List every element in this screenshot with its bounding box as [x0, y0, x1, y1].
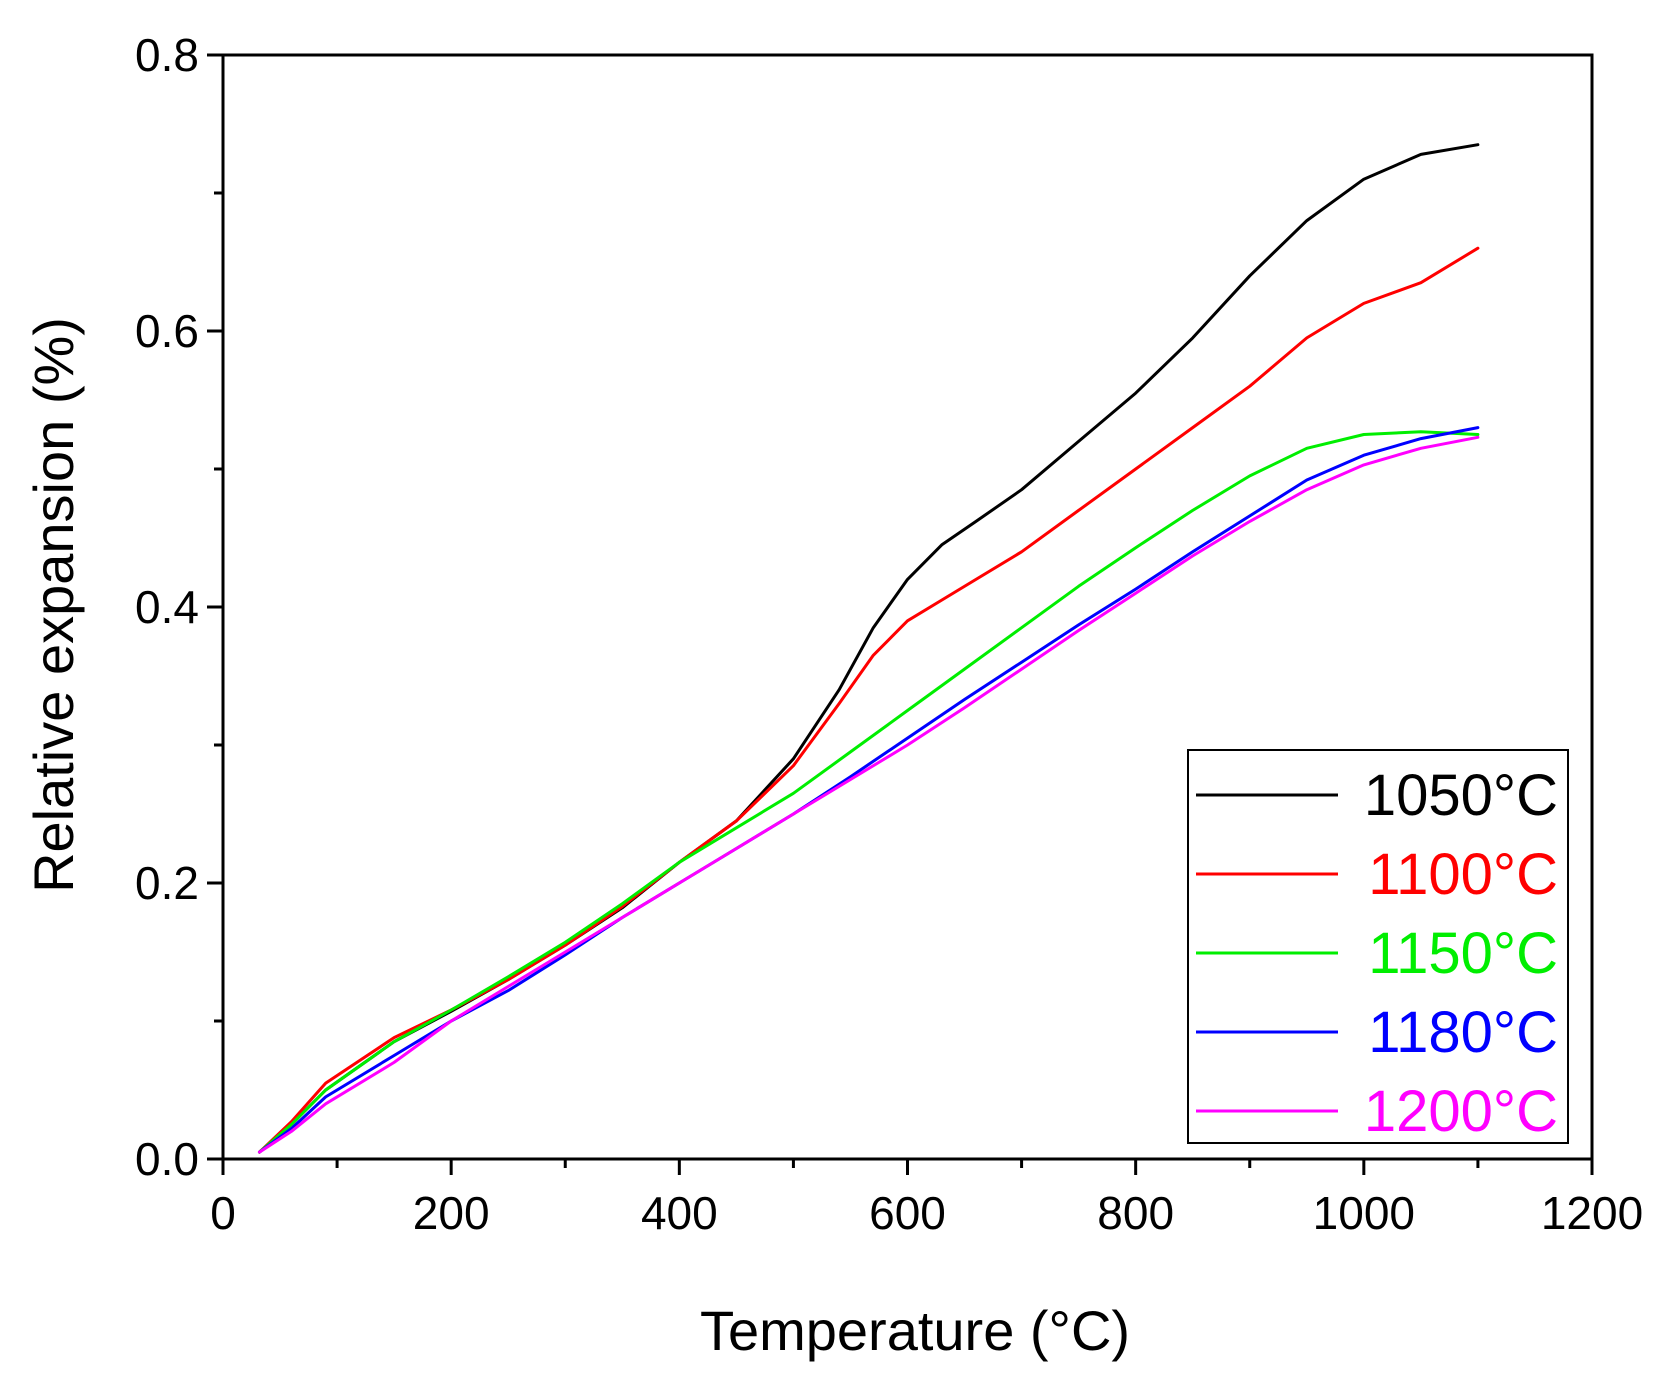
series-layer	[258, 143, 1480, 1154]
y-tick-label-0.2: 0.2	[135, 857, 199, 909]
x-tick-label-400: 400	[641, 1187, 718, 1239]
legend-label-1050°C: 1050°C	[1364, 763, 1558, 828]
legend-label-1150°C: 1150°C	[1368, 921, 1558, 986]
x-tick-label-1000: 1000	[1313, 1187, 1415, 1239]
series-line-1180°C	[258, 426, 1480, 1154]
axes-layer: 0 200 400 600 800 1000 1200 0.0 0.2 0.4 0.6 0.8	[135, 29, 1643, 1239]
x-axis-title: Temperature (°C)	[700, 1299, 1130, 1362]
legend-label-1100°C: 1100°C	[1368, 842, 1558, 907]
x-tick-label-200: 200	[413, 1187, 490, 1239]
legend-label-1180°C: 1180°C	[1368, 1000, 1558, 1065]
legend-box	[1187, 749, 1569, 1144]
y-tick-label-0.0: 0.0	[135, 1133, 199, 1185]
y-tick-label-0.8: 0.8	[135, 29, 199, 81]
x-tick-label-600: 600	[869, 1187, 946, 1239]
legend: 1050°C 1100°C 1150°C 1180°C 1200°C	[1187, 749, 1569, 1144]
y-tick-label-0.6: 0.6	[135, 305, 199, 357]
x-tick-label-0: 0	[210, 1187, 236, 1239]
y-tick-label-0.4: 0.4	[135, 581, 199, 633]
x-tick-label-800: 800	[1097, 1187, 1174, 1239]
series-line-1150°C	[258, 430, 1480, 1154]
y-axis-title: Relative expansion (%)	[22, 317, 85, 893]
legend-label-1200°C: 1200°C	[1364, 1079, 1558, 1144]
x-tick-label-1200: 1200	[1541, 1187, 1643, 1239]
series-line-1200°C	[258, 435, 1480, 1154]
